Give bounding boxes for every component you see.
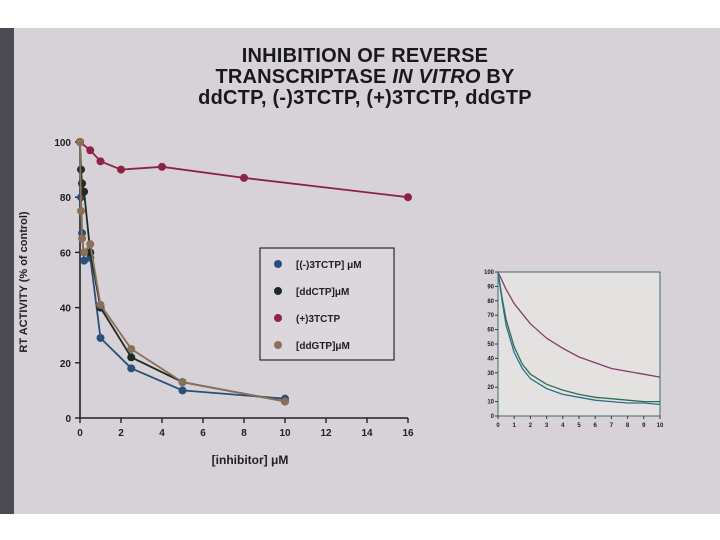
main-x-tick-label: 12 — [320, 428, 332, 439]
data-point-pos3tctp — [158, 162, 166, 171]
data-point-ddctp — [127, 353, 136, 362]
inset-series — [497, 271, 661, 406]
inset-y-tick-label: 50 — [487, 342, 494, 348]
inset-frame — [497, 271, 661, 417]
inset-x-tick-label: 10 — [657, 423, 664, 429]
data-point-neg3tctp — [96, 333, 105, 342]
inset-curve-inset_ddctp — [497, 271, 660, 403]
legend-box — [259, 247, 395, 361]
inset-x-tick-label: 0 — [496, 423, 500, 429]
inset-y-tick-label: 30 — [487, 371, 494, 377]
data-point-ddctp — [80, 187, 89, 196]
title-line-3: ddCTP, (-)3TCTP, (+)3TCTP, ddGTP — [198, 87, 532, 109]
series-line-pos3tctp — [79, 141, 409, 199]
inset-y-tick-label: 10 — [487, 400, 494, 406]
data-point-ddgtp — [76, 138, 84, 146]
title-line-1: INHIBITION OF REVERSE — [241, 45, 489, 67]
series-line-neg3tctp — [79, 141, 286, 400]
main-x-tick-label: 2 — [118, 428, 124, 439]
legend-marker-ddgtp — [274, 341, 282, 349]
inset-y-tick-label: 70 — [487, 313, 494, 319]
inset-x-tick-label: 7 — [610, 423, 614, 429]
series-line-ddctp — [79, 141, 286, 403]
inset-x-tick-label: 4 — [561, 423, 565, 429]
data-point-pos3tctp — [117, 165, 125, 174]
inset-curve-inset_neg3tctp — [497, 271, 661, 406]
main-x-tick-label: 0 — [77, 428, 83, 439]
main-chart: 0 2 4 6 8 10 12 14 16 0 20 40 60 80 100 RT ACTIVITY (%… — [18, 138, 414, 467]
inset-x-tick-label: 2 — [529, 423, 533, 429]
data-point-pos3tctp — [96, 157, 105, 166]
inset-x-tick-label: 9 — [642, 423, 646, 429]
legend-marker-pos3tctp — [274, 314, 282, 322]
inset-x-tick-label: 1 — [513, 423, 517, 429]
inset-y-tick-label: 80 — [487, 299, 494, 305]
inset-y-tick-label: 90 — [487, 284, 494, 290]
main-y-tick-label: 100 — [54, 138, 71, 149]
main-ticks: 0 2 4 6 8 10 12 14 16 0 20 40 60 80 100 — [54, 138, 414, 439]
main-x-tick-label: 6 — [200, 428, 206, 439]
data-point-ddgtp — [80, 248, 89, 257]
main-y-tick-label: 40 — [60, 304, 72, 315]
data-point-neg3tctp — [127, 364, 136, 373]
main-y-tick-label: 80 — [60, 193, 72, 204]
slide-edge — [0, 28, 14, 514]
main-y-tick-label: 60 — [60, 248, 72, 259]
inset-y-tick-label: 60 — [487, 328, 494, 334]
y-axis-label: RT ACTIVITY (% of control) — [18, 211, 30, 352]
inset-x-tick-label: 6 — [594, 423, 598, 429]
data-point-ddgtp — [178, 378, 187, 387]
legend-label-neg3tctp: [(-)3TCTP] μM — [296, 260, 362, 271]
main-x-tick-label: 14 — [361, 428, 373, 439]
inset-x-tick-label: 5 — [577, 423, 581, 429]
main-x-tick-label: 10 — [279, 428, 291, 439]
legend-label-pos3tctp: (+)3TCTP — [296, 314, 341, 325]
legend-label-ddgtp: [ddGTP]μM — [296, 341, 350, 352]
inset-curve-inset_pos3tctp — [497, 271, 661, 378]
chart-title: INHIBITION OF REVERSE TRANSCRIPTASE IN V… — [150, 46, 580, 109]
title-line-2c: BY — [480, 66, 515, 88]
legend-marker-ddctp — [274, 287, 282, 295]
x-axis-label: [inhibitor] μM — [212, 453, 289, 467]
inset-y-tick-label: 100 — [484, 270, 495, 276]
main-y-tick-label: 20 — [60, 359, 72, 370]
data-point-pos3tctp — [404, 193, 412, 202]
main-x-tick-label: 8 — [241, 428, 247, 439]
data-point-ddgtp — [127, 345, 136, 353]
inset-y-tick-label: 20 — [487, 385, 494, 391]
data-point-ddgtp — [96, 300, 105, 309]
main-x-tick-label: 4 — [159, 428, 165, 439]
legend: [(-)3TCTP] μM [ddCTP]μM (+)3TCTP [ddGTP]μM — [259, 247, 395, 361]
data-point-neg3tctp — [80, 256, 89, 265]
main-y-tick-label: 0 — [65, 414, 71, 425]
inset-x-tick-label: 3 — [545, 423, 549, 429]
series-line-ddgtp — [79, 141, 286, 403]
title-line-2b: IN VITRO — [392, 66, 481, 88]
main-series — [76, 138, 412, 406]
title-line-2a: TRANSCRIPTASE — [215, 66, 393, 88]
data-point-neg3tctp — [178, 386, 187, 395]
data-point-ddgtp — [86, 240, 95, 249]
inset-y-tick-label: 0 — [491, 414, 495, 420]
main-x-tick-label: 16 — [402, 428, 414, 439]
inset-y-tick-label: 40 — [487, 356, 494, 362]
data-point-ddgtp — [78, 234, 87, 243]
data-point-ddgtp — [281, 397, 289, 406]
legend-marker-neg3tctp — [274, 260, 282, 268]
data-point-ddgtp — [77, 207, 86, 215]
data-point-pos3tctp — [240, 173, 248, 182]
data-point-pos3tctp — [86, 146, 95, 155]
legend-label-ddctp: [ddCTP]μM — [296, 287, 349, 298]
title-line-2: TRANSCRIPTASE IN VITRO BY — [150, 67, 580, 88]
inset-x-tick-label: 8 — [626, 423, 630, 429]
data-point-ddctp — [78, 179, 87, 188]
